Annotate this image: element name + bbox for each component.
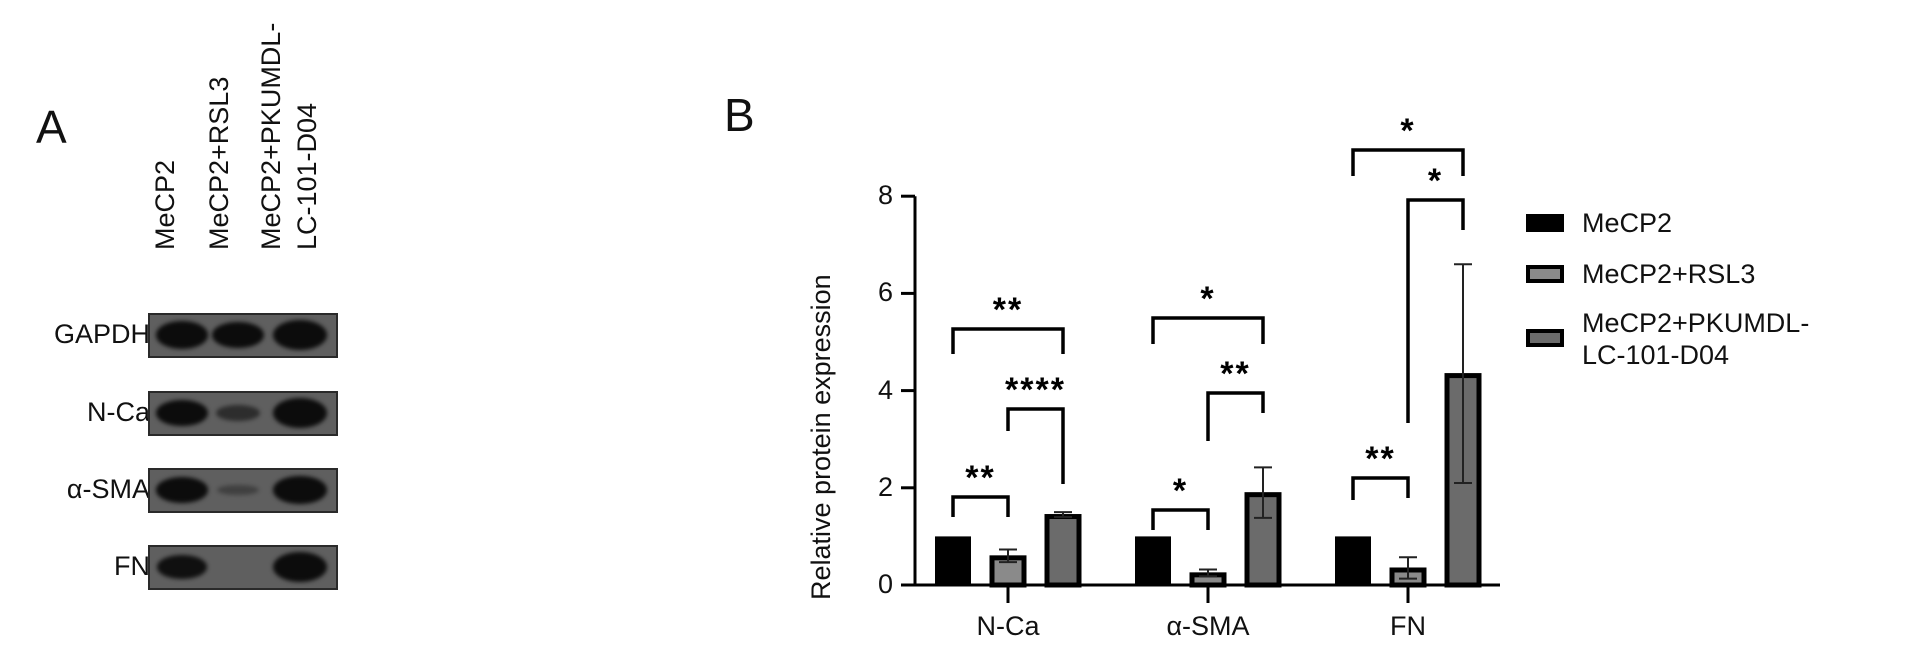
blot-band (155, 321, 209, 349)
significance-bracket (951, 495, 1010, 517)
blot-band (156, 477, 208, 503)
significance-bracket (1406, 198, 1465, 423)
significance-stars: **** (1005, 371, 1066, 409)
y-tick-label: 4 (877, 374, 893, 405)
blot-band (156, 399, 208, 427)
legend-swatch-black (1526, 214, 1564, 232)
blot-band (217, 484, 259, 496)
panel-b-letter: B (724, 89, 755, 141)
blot-strip (148, 313, 338, 358)
x-tick-label: N-Ca (976, 611, 1040, 641)
significance-bracket (1206, 391, 1265, 441)
blot-band (157, 555, 207, 579)
bar-0 (1135, 536, 1171, 585)
significance-bracket (951, 327, 1065, 354)
blot-band (273, 398, 327, 428)
bar-0 (1335, 536, 1371, 585)
bar-0 (935, 536, 971, 585)
panel-a-letter: A (36, 101, 67, 153)
significance-stars: * (1400, 112, 1415, 150)
significance-bracket (1006, 407, 1065, 484)
significance-stars: * (1200, 280, 1215, 318)
blot-label: N-Ca (86, 397, 150, 427)
x-tick-label: α-SMA (1166, 611, 1250, 641)
significance-stars: ** (993, 291, 1023, 329)
significance-bracket (1151, 508, 1210, 530)
significance-stars: * (1428, 162, 1443, 200)
y-tick-label: 6 (877, 277, 893, 308)
blot-label: FN (114, 551, 150, 581)
blot-band (273, 475, 327, 505)
bar-2 (1044, 514, 1082, 588)
blot-strip (148, 468, 338, 513)
blot-band (212, 321, 264, 349)
legend-label: MeCP2 (1582, 208, 1673, 238)
legend-label: MeCP2+RSL3 (1582, 259, 1756, 289)
blot-band (273, 320, 327, 350)
legend-swatch-darkgray (1526, 329, 1564, 347)
y-tick-label: 0 (877, 569, 893, 599)
blot-label: α-SMA (66, 474, 150, 504)
significance-stars: ** (1220, 355, 1250, 393)
x-tick-label: FN (1390, 611, 1426, 641)
y-tick-label: 2 (877, 471, 893, 502)
significance-bracket (1351, 476, 1410, 500)
blot-strip (148, 545, 338, 590)
significance-stars: * (1173, 472, 1188, 510)
blot-band (273, 552, 327, 582)
legend-swatch-gray (1526, 265, 1564, 283)
significance-bracket (1351, 148, 1465, 176)
blot-band (215, 405, 261, 421)
significance-stars: ** (965, 459, 995, 497)
legend-label-line2: LC-101-D04 (1582, 340, 1730, 370)
blot-label: GAPDH (53, 319, 150, 349)
blot-strip (148, 391, 338, 436)
significance-bracket (1151, 316, 1265, 344)
y-tick-label: 8 (877, 180, 893, 211)
legend-label-line1: MeCP2+PKUMDL- (1582, 308, 1810, 338)
significance-stars: ** (1365, 440, 1395, 478)
